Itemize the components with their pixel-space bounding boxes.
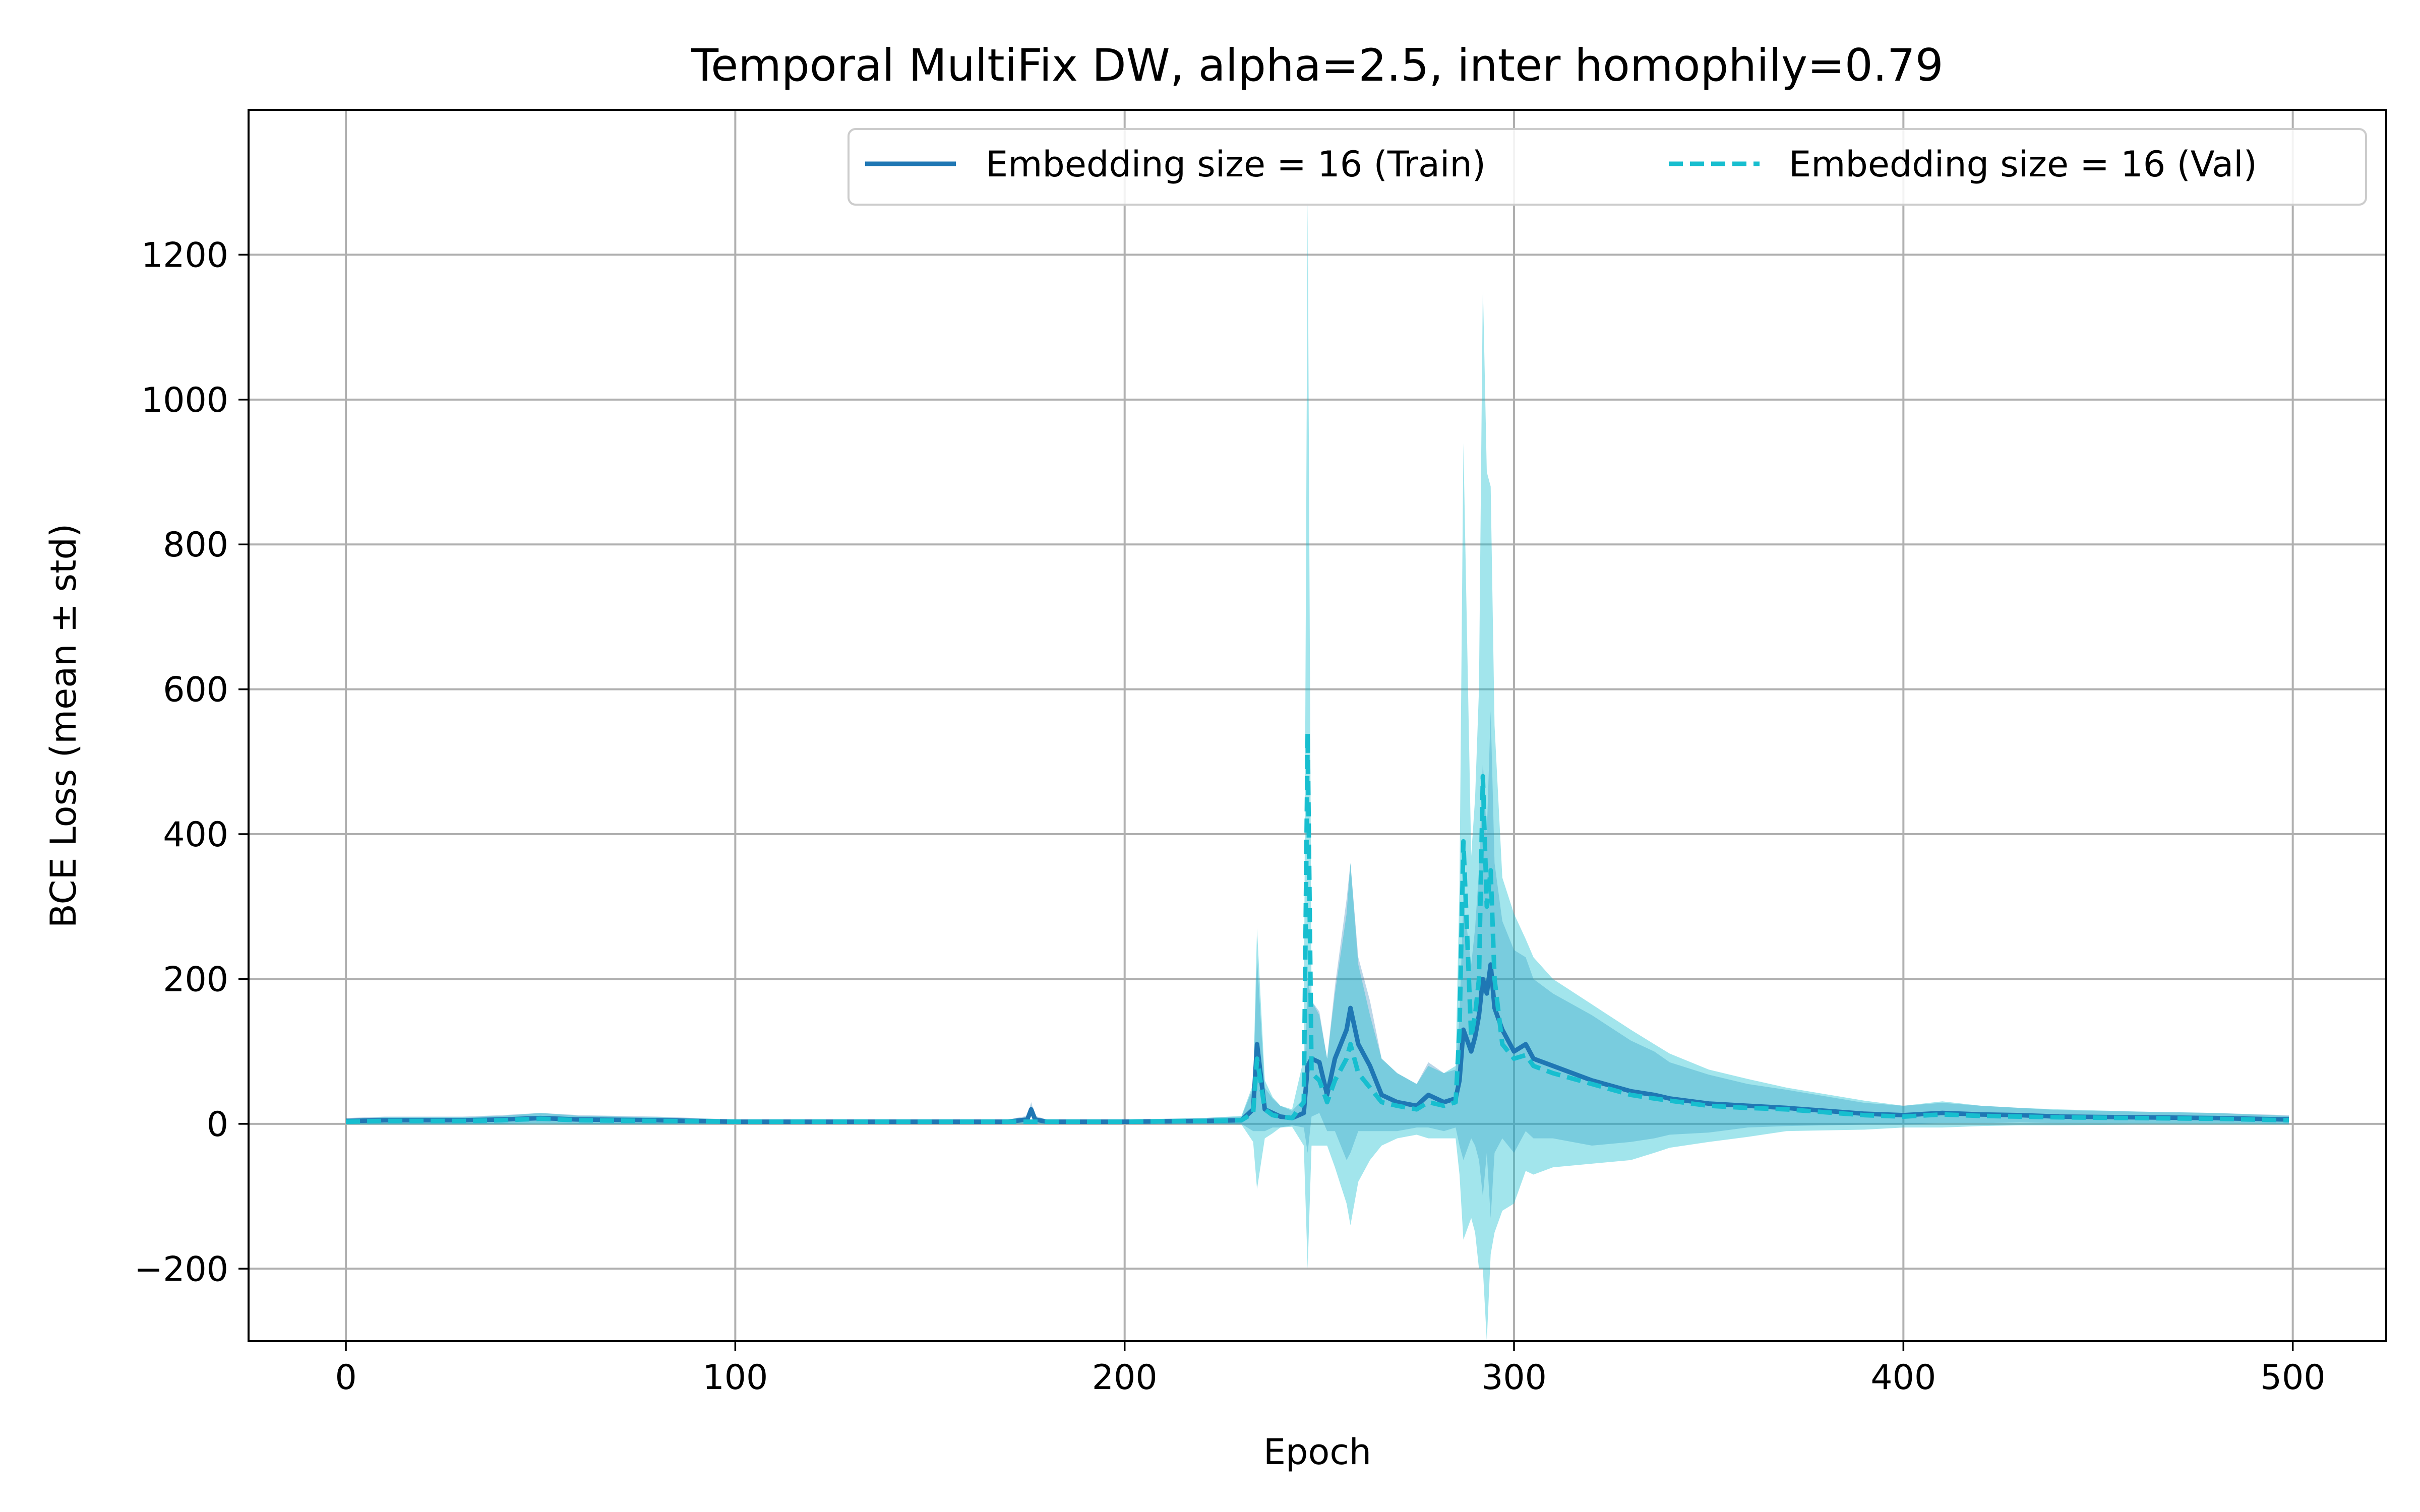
y-tick-label: 200 xyxy=(163,960,228,999)
y-tick-label: −200 xyxy=(134,1249,228,1289)
y-tick-label: 0 xyxy=(207,1105,228,1145)
chart-title: Temporal MultiFix DW, alpha=2.5, inter h… xyxy=(691,39,1943,91)
y-tick-label: 600 xyxy=(163,670,228,710)
x-tick-label: 0 xyxy=(335,1358,356,1398)
axis-ticks: 0 100 200 300 400 500 −200 0 200 400 600 800 1000 120… xyxy=(134,235,2325,1398)
y-tick-label: 1200 xyxy=(141,235,228,275)
x-tick-label: 500 xyxy=(2260,1358,2326,1398)
y-tick-label: 800 xyxy=(163,525,228,565)
plot-frame xyxy=(248,109,2387,1342)
series-lines xyxy=(346,730,2289,1124)
y-axis-title: BCE Loss (mean ± std) xyxy=(43,524,84,928)
std-band-val xyxy=(346,197,2289,1341)
y-tick-label: 400 xyxy=(163,815,228,855)
grid xyxy=(249,110,2386,1341)
x-tick-label: 100 xyxy=(702,1358,768,1398)
x-axis-title: Epoch xyxy=(1263,1431,1371,1473)
x-tick-label: 400 xyxy=(1870,1358,1936,1398)
y-tick-label: 1000 xyxy=(141,381,228,420)
legend-label-train: Embedding size = 16 (Train) xyxy=(986,144,1486,185)
legend-label-val: Embedding size = 16 (Val) xyxy=(1789,144,2257,185)
series-line-val xyxy=(346,730,2289,1124)
x-tick-label: 200 xyxy=(1092,1358,1158,1398)
x-tick-label: 300 xyxy=(1481,1358,1547,1398)
legend-box xyxy=(848,128,2367,206)
legend: Embedding size = 16 (Train) Embedding si… xyxy=(848,128,2367,206)
std-bands xyxy=(346,197,2289,1341)
